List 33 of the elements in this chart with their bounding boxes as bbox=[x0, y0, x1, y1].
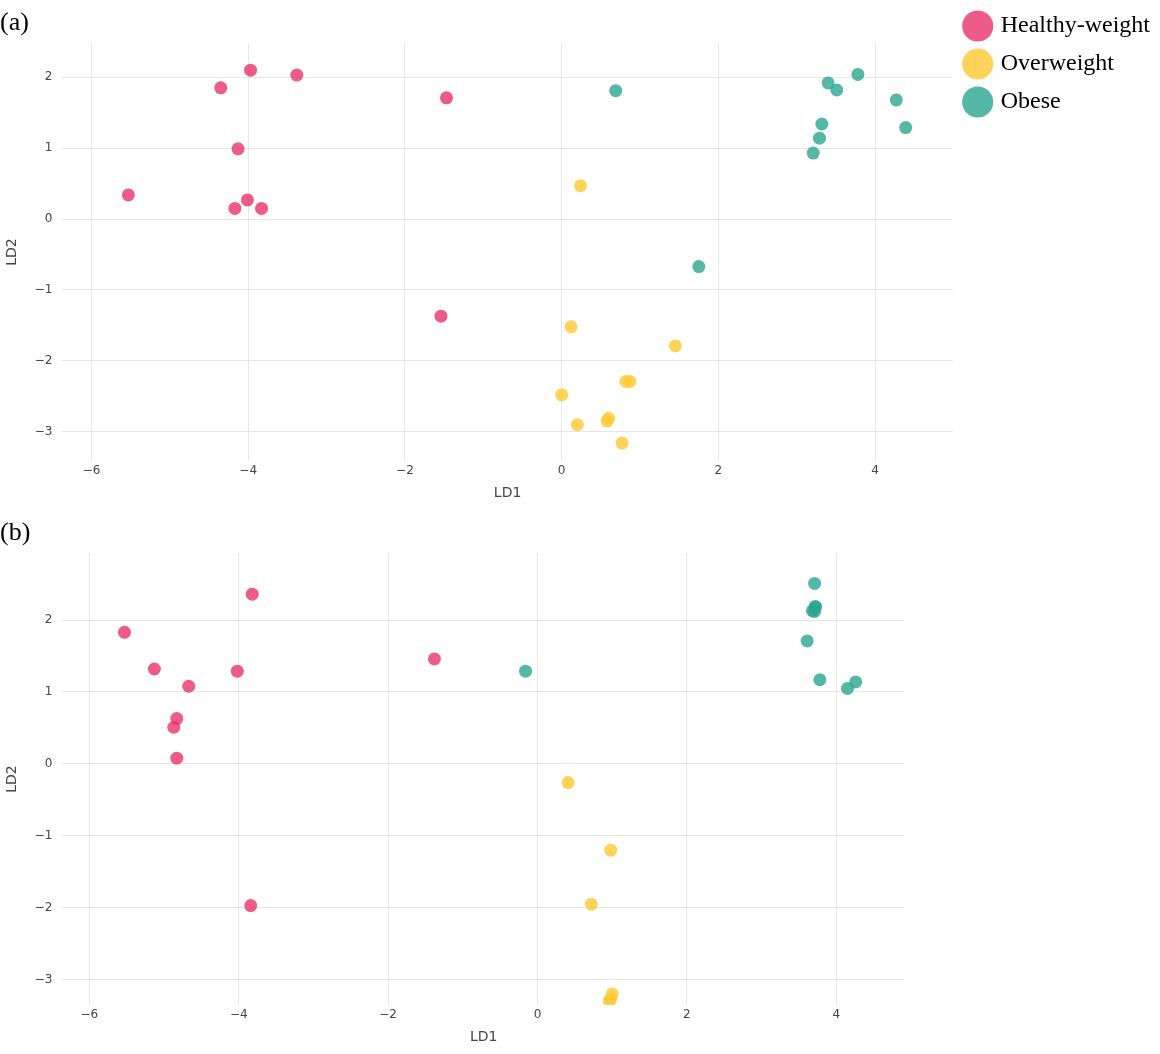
x-tick-label: −4 bbox=[239, 463, 258, 478]
y-tick-label: 1 bbox=[44, 140, 53, 155]
y-tick-label: −3 bbox=[34, 423, 53, 438]
chart-title: (b) bbox=[0, 517, 31, 547]
x-tick-label: 0 bbox=[557, 463, 566, 478]
y-tick-label: 0 bbox=[44, 756, 53, 771]
y-tick-label: 2 bbox=[44, 612, 53, 627]
y-tick-label: 2 bbox=[44, 69, 53, 84]
y-tick-label: −3 bbox=[34, 971, 53, 986]
x-tick-label: 0 bbox=[533, 1007, 542, 1022]
x-tick-label: −2 bbox=[396, 463, 414, 478]
legend-label: Overweight bbox=[1000, 49, 1115, 76]
x-tick-label: −6 bbox=[82, 463, 101, 478]
chart-title: (a) bbox=[0, 7, 29, 37]
y-tick-label: 1 bbox=[44, 684, 53, 699]
y-tick-label: −2 bbox=[34, 352, 53, 367]
y-tick-label: −1 bbox=[34, 282, 53, 297]
x-tick-label: −2 bbox=[379, 1007, 397, 1022]
x-tick-label: 4 bbox=[871, 463, 879, 478]
x-tick-label: 2 bbox=[683, 1007, 691, 1022]
y-axis-title: LD2 bbox=[3, 238, 20, 266]
y-tick-label: 0 bbox=[44, 211, 53, 226]
x-tick-label: 2 bbox=[714, 463, 723, 478]
x-tick-label: −4 bbox=[229, 1007, 248, 1022]
y-tick-label: −1 bbox=[34, 827, 53, 842]
x-axis-title: LD1 bbox=[469, 1028, 498, 1045]
x-tick-label: −6 bbox=[80, 1007, 99, 1022]
legend-label: Obese bbox=[1000, 87, 1061, 114]
legend-label: Healthy-weight bbox=[1000, 11, 1151, 38]
y-axis-title: LD2 bbox=[3, 765, 20, 793]
x-tick-label: 4 bbox=[832, 1007, 841, 1022]
y-tick-label: −2 bbox=[34, 899, 53, 914]
x-axis-title: LD1 bbox=[493, 484, 522, 501]
